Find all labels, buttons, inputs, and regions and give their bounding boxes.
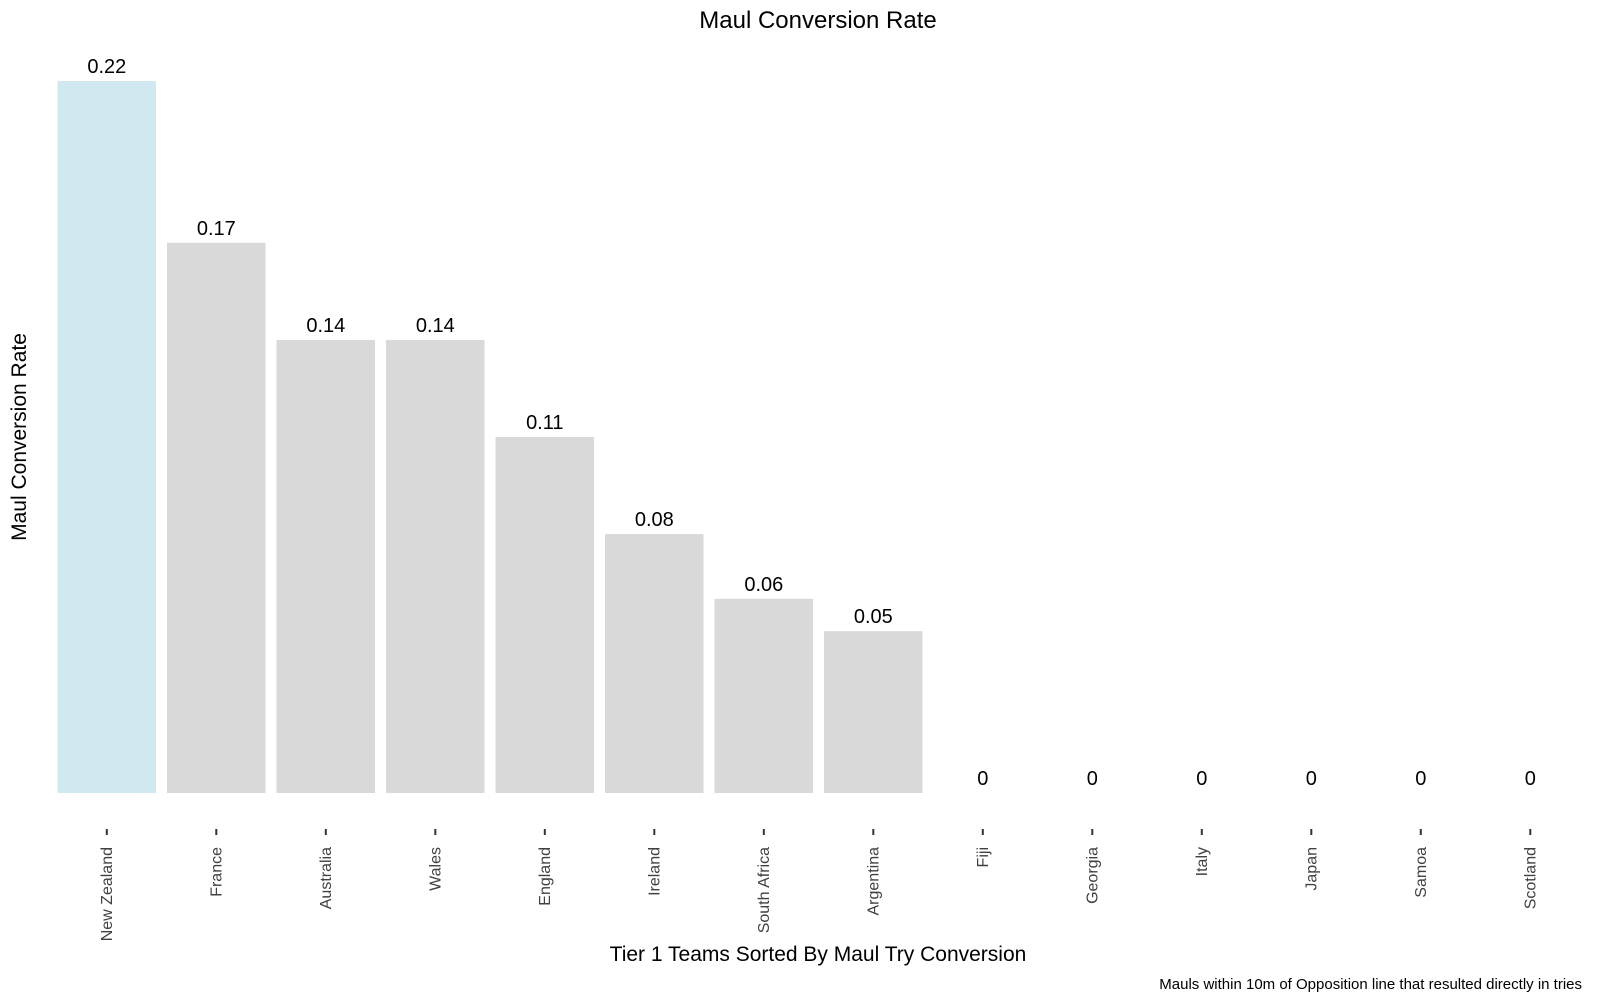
x-tick-label-georgia: Georgia [1084,847,1101,904]
bar-south-africa [714,598,813,793]
x-tick-label-japan: Japan [1303,847,1320,891]
bars-group [57,81,923,794]
value-label-ireland: 0.08 [635,509,674,531]
chart-caption: Mauls within 10m of Opposition line that… [1159,976,1582,993]
value-label-new-zealand: 0.22 [87,56,126,78]
value-label-wales: 0.14 [416,315,455,337]
value-label-australia: 0.14 [306,315,345,337]
x-tick-label-australia: Australia [318,847,335,909]
value-label-italy: 0 [1196,768,1207,790]
y-axis-title: Maul Conversion Rate [8,333,31,541]
bar-new-zealand [57,81,156,793]
x-tick-label-ireland: Ireland [646,847,663,896]
x-tick-label-france: France [208,847,225,897]
chart-title: Maul Conversion Rate [699,7,936,34]
value-label-argentina: 0.05 [854,606,893,628]
x-tick-label-samoa: Samoa [1413,847,1430,898]
x-tick-label-argentina: Argentina [865,847,882,916]
value-label-scotland: 0 [1525,768,1536,790]
x-tick-label-fiji: Fiji [975,847,992,867]
bar-ireland [605,534,704,793]
x-tick-label-south-africa: South Africa [756,847,773,933]
bar-wales [386,339,485,793]
value-labels-group: 0.22 0.17 0.14 0.14 0.11 0.08 0.06 0.05 0 0 0 0 0 0 [87,56,1536,790]
value-label-fiji: 0 [977,768,988,790]
x-tick-label-wales: Wales [427,847,444,891]
x-tick-label-england: England [537,847,554,906]
value-label-france: 0.17 [197,218,236,240]
value-label-south-africa: 0.06 [744,574,783,596]
bar-australia [276,339,375,793]
x-tick-label-scotland: Scotland [1522,847,1539,909]
x-axis-title: Tier 1 Teams Sorted By Maul Try Conversi… [610,943,1027,966]
bar-argentina [824,631,923,793]
x-tick-label-new-zealand: New Zealand [99,847,116,941]
bar-france [167,242,266,794]
value-label-england: 0.11 [526,412,563,434]
value-label-japan: 0 [1306,768,1317,790]
value-label-samoa: 0 [1415,768,1426,790]
value-label-georgia: 0 [1087,768,1098,790]
bar-england [495,437,594,793]
x-tick-label-italy: Italy [1194,847,1211,876]
x-ticks-group: New Zealand France Australia Wales England Ir… [99,829,1539,941]
